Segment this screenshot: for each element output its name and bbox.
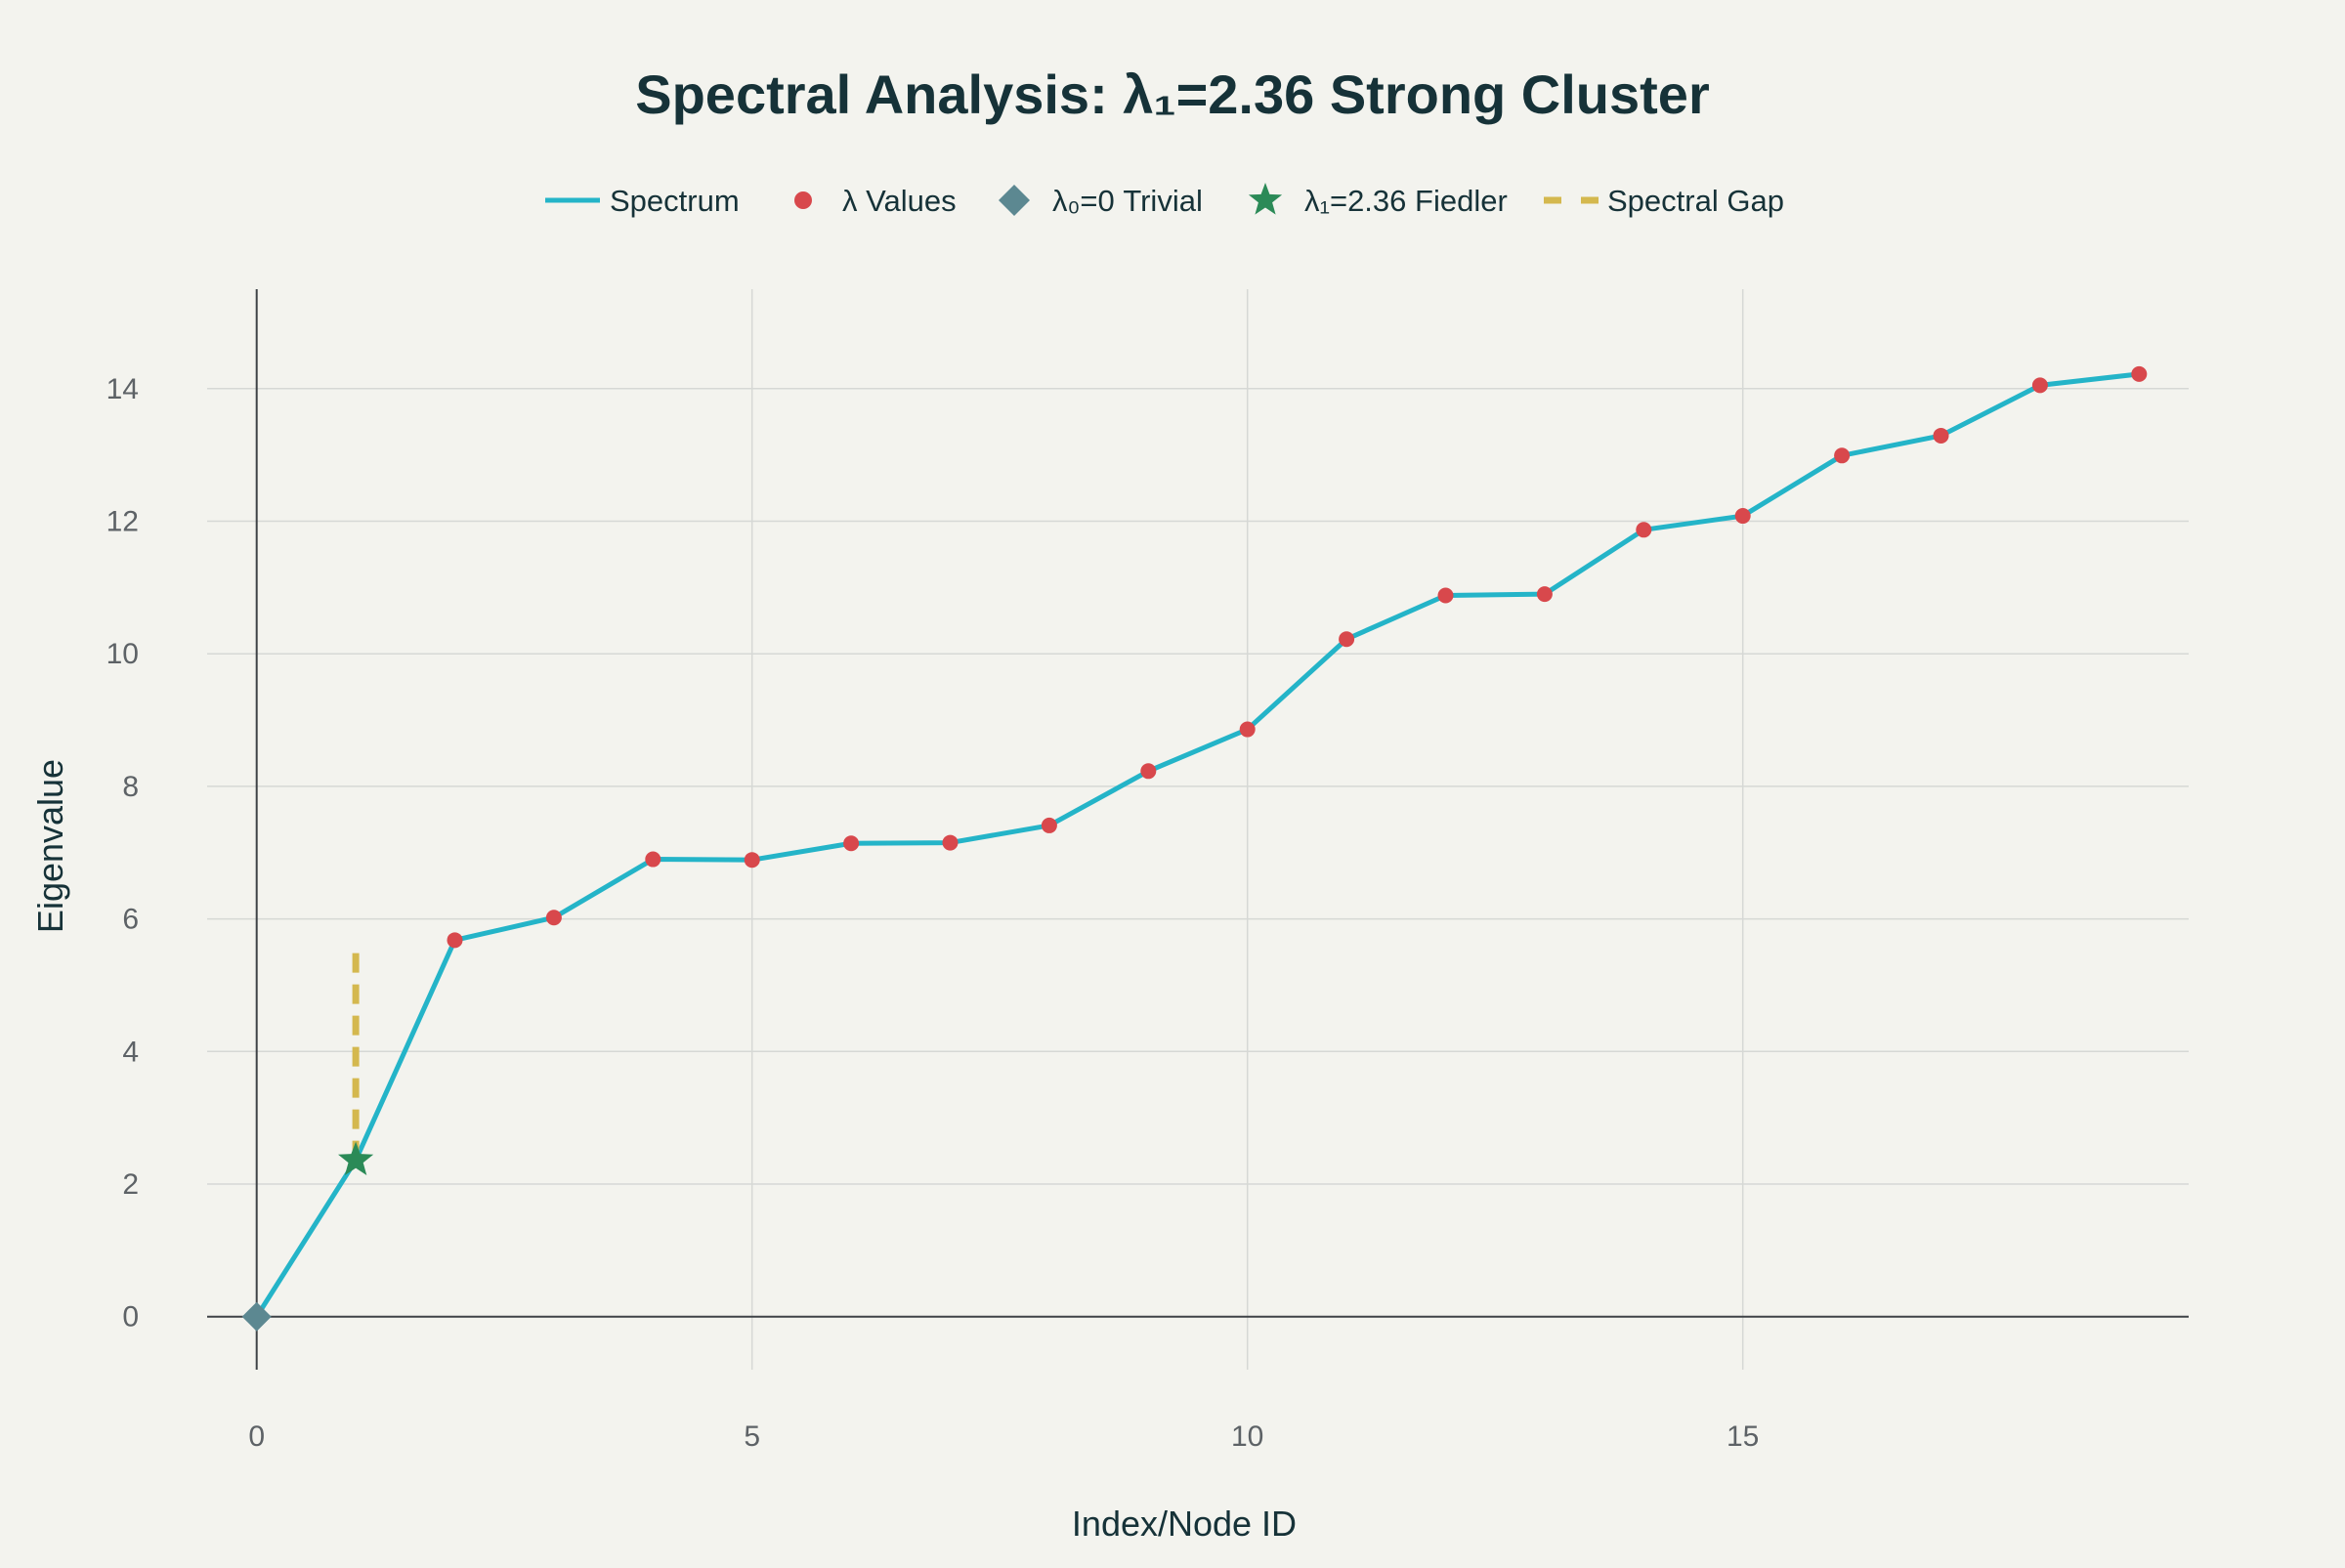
y-axis-title: Eigenvalue: [30, 759, 70, 933]
legend-label: λ₁=2.36 Fiedler: [1304, 184, 1508, 218]
legend-label: Spectrum: [610, 184, 740, 218]
trivial-eigenvalue-diamond: [241, 1301, 272, 1332]
y-tick-label: 6: [122, 904, 139, 936]
lambda-point: [1239, 721, 1256, 738]
x-tick-label: 5: [744, 1420, 760, 1453]
lambda-point: [1834, 447, 1851, 464]
x-tick-label: 10: [1231, 1420, 1263, 1453]
lambda-point: [1636, 522, 1652, 538]
lambda-point: [744, 852, 760, 869]
legend-label: Spectral Gap: [1607, 184, 1784, 218]
axes: [207, 289, 2189, 1370]
lambda-point: [843, 835, 860, 852]
y-tick-label: 8: [122, 771, 139, 803]
tick-labels: 0 2 4 6 8 10 12 14 0 5 10 15: [107, 373, 1760, 1453]
x-tick-label: 0: [248, 1420, 265, 1453]
lambda-point: [447, 932, 463, 949]
legend-label: λ Values: [842, 184, 957, 218]
x-axis-title: Index/Node ID: [1072, 1504, 1297, 1544]
fiedler-eigenvalue-star: [338, 1141, 374, 1175]
lambda-point: [1536, 586, 1553, 603]
legend-swatch-lambda-values: [794, 191, 812, 209]
plot-series: [241, 365, 2148, 1332]
lambda-point: [1734, 508, 1751, 525]
lambda-point: [545, 910, 562, 926]
legend-swatch-trivial: [999, 185, 1030, 216]
grid: [207, 289, 2189, 1370]
lambda-point: [2131, 365, 2148, 382]
legend: Spectrum λ Values λ₀=0 Trivial λ₁=2.36 Fied…: [545, 183, 1784, 218]
x-tick-label: 15: [1727, 1420, 1759, 1453]
lambda-point: [1437, 587, 1454, 604]
lambda-point: [2031, 377, 2048, 394]
y-tick-label: 14: [107, 373, 139, 405]
legend-label: λ₀=0 Trivial: [1052, 184, 1203, 218]
lambda-point: [1933, 427, 1949, 444]
y-tick-label: 10: [107, 638, 139, 670]
y-tick-label: 4: [122, 1036, 139, 1068]
y-tick-label: 2: [122, 1168, 139, 1201]
lambda-point: [1339, 631, 1355, 648]
lambda-point: [942, 834, 959, 851]
chart-title: Spectral Analysis: λ₁=2.36 Strong Cluste…: [635, 64, 1710, 125]
lambda-point: [1041, 817, 1057, 833]
y-tick-label: 12: [107, 505, 139, 537]
spectrum-line: [254, 371, 2140, 1319]
lambda-point: [645, 851, 661, 868]
y-tick-label: 0: [122, 1301, 139, 1334]
legend-swatch-fiedler: [1248, 183, 1283, 215]
lambda-point: [1140, 763, 1157, 780]
